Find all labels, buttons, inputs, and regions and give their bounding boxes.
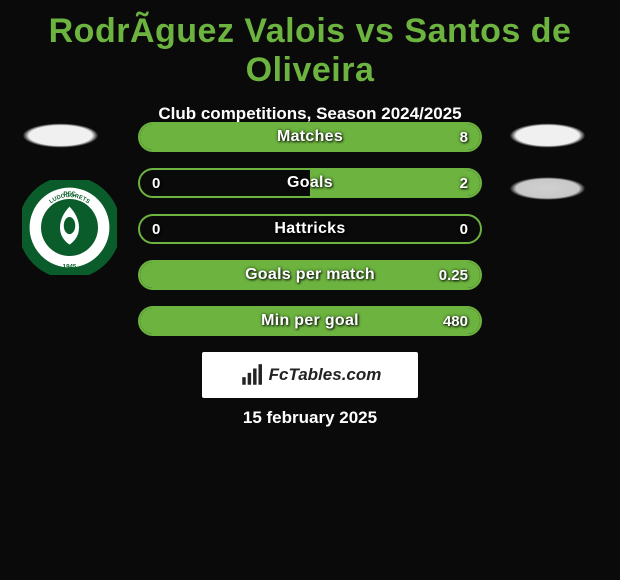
team-logo-right-placeholder	[495, 172, 600, 205]
player-logo-left-placeholder	[8, 118, 113, 153]
stat-label: Goals	[287, 174, 333, 192]
stat-value-right: 0.25	[439, 267, 468, 284]
stat-fill	[310, 170, 480, 196]
svg-text:1945: 1945	[63, 263, 77, 270]
stat-row: 0 Hattricks 0	[138, 214, 482, 244]
stat-label: Min per goal	[261, 312, 359, 330]
stat-value-right: 480	[443, 313, 468, 330]
stat-row: 0 Goals 2	[138, 168, 482, 198]
generated-date: 15 february 2025	[0, 408, 620, 428]
stat-row: Goals per match 0.25	[138, 260, 482, 290]
stat-label: Hattricks	[274, 220, 345, 238]
stat-value-right: 0	[460, 221, 468, 238]
stat-value-right: 2	[460, 175, 468, 192]
player-logo-right-placeholder	[495, 118, 600, 153]
page-title: RodrÃ­guez Valois vs Santos de Oliveira	[0, 0, 620, 90]
bar-chart-icon	[239, 362, 265, 388]
team-badge-ludogorets: PFC 1945 LUDOGORETS	[22, 180, 117, 275]
stat-label: Matches	[277, 128, 343, 146]
stat-value-left: 0	[152, 221, 160, 238]
stat-value-right: 8	[460, 129, 468, 146]
stat-value-left: 0	[152, 175, 160, 192]
watermark-label: FcTables.com	[269, 365, 382, 385]
stat-row: Matches 8	[138, 122, 482, 152]
stat-label: Goals per match	[245, 266, 375, 284]
watermark[interactable]: FcTables.com	[202, 352, 418, 398]
stat-row: Min per goal 480	[138, 306, 482, 336]
stats-panel: Matches 8 0 Goals 2 0 Hattricks 0 Goals per matc…	[138, 122, 482, 352]
